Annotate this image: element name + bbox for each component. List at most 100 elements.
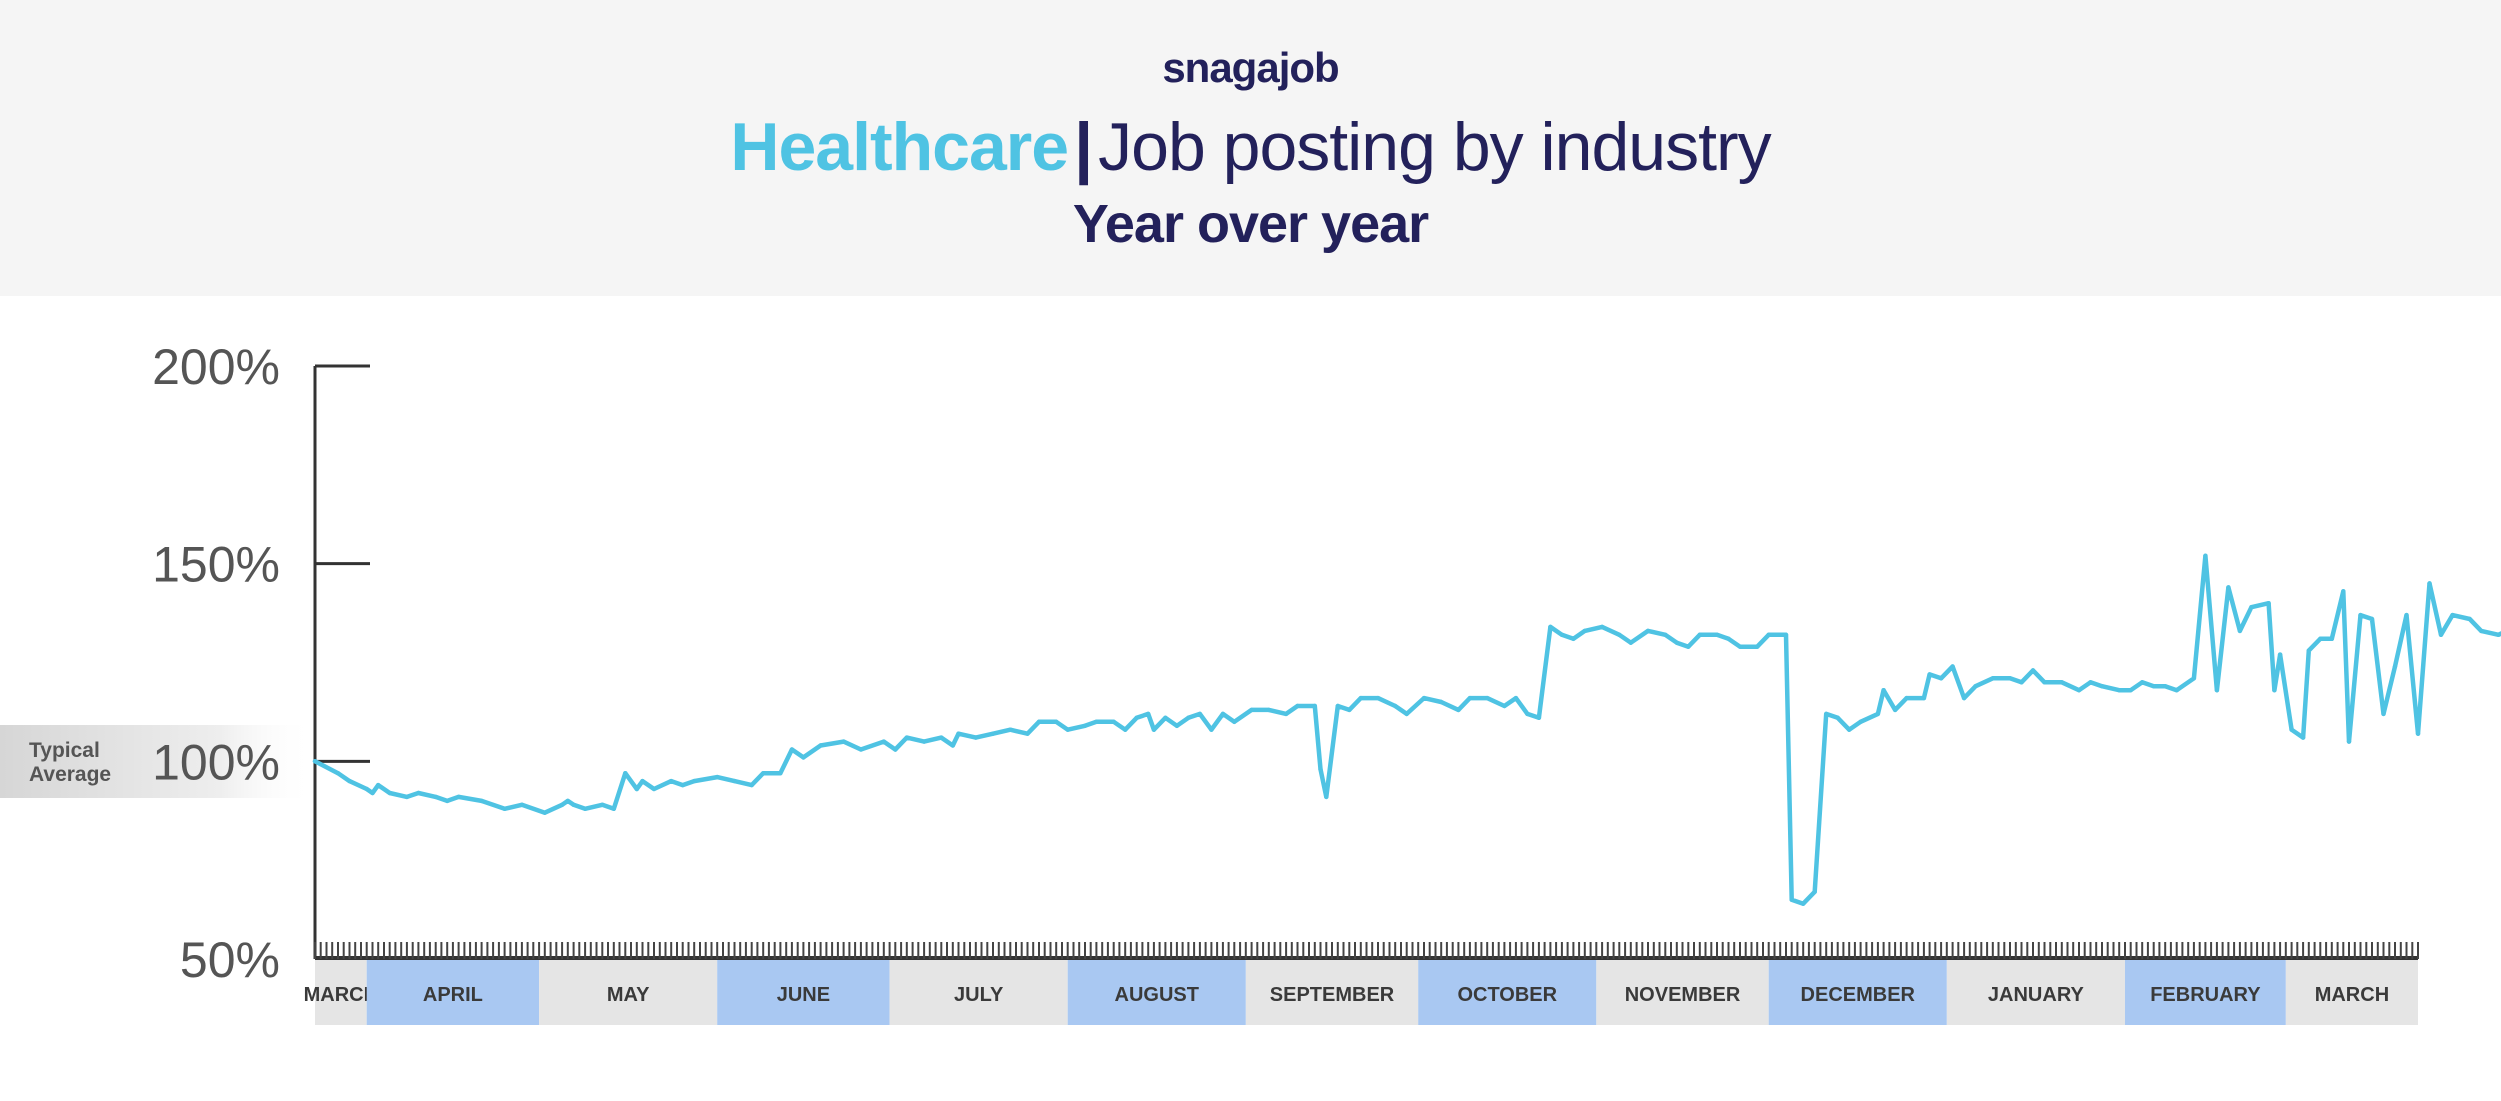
data-point-10 xyxy=(445,798,450,804)
data-point-111 xyxy=(1835,715,1840,720)
data-point-118 xyxy=(1921,695,1927,701)
month-band-3 xyxy=(717,959,890,1025)
typical-average-band xyxy=(0,725,315,798)
month-band-11 xyxy=(2124,959,2286,1025)
brand-logo: snagajob xyxy=(1162,44,1339,91)
data-point-5 xyxy=(376,782,381,788)
data-point-50 xyxy=(1036,719,1042,724)
title-text: Job posting by industry xyxy=(1098,109,1772,185)
data-point-143 xyxy=(2237,628,2243,634)
data-point-147 xyxy=(2277,652,2283,657)
data-point-6 xyxy=(387,790,392,796)
header: snagajob Healthcare|Job posting by indus… xyxy=(0,0,2501,296)
data-point-133 xyxy=(2117,688,2122,693)
data-point-105 xyxy=(1766,632,1771,637)
data-point-1 xyxy=(335,771,341,776)
data-point-80 xyxy=(1421,695,1427,701)
data-point-52 xyxy=(1065,727,1070,732)
series-line-0 xyxy=(312,553,2501,906)
data-point-149 xyxy=(2300,735,2306,740)
data-point-129 xyxy=(2059,680,2064,685)
data-point-68 xyxy=(1266,707,1272,713)
data-point-58 xyxy=(1146,711,1151,717)
data-point-131 xyxy=(2088,680,2093,685)
data-point-148 xyxy=(2289,727,2294,732)
data-point-112 xyxy=(1847,727,1852,732)
data-point-55 xyxy=(1111,719,1116,724)
data-point-75 xyxy=(1347,707,1352,713)
data-point-116 xyxy=(1892,707,1898,713)
data-point-34 xyxy=(789,747,795,752)
month-label-1: APRIL xyxy=(423,984,483,1006)
data-point-79 xyxy=(1404,711,1409,717)
data-point-70 xyxy=(1295,703,1300,709)
data-point-42 xyxy=(921,739,927,744)
data-point-146 xyxy=(2272,688,2277,693)
data-point-0 xyxy=(312,759,318,764)
y-tick-label-200: 200% xyxy=(152,339,280,395)
data-point-64 xyxy=(1209,727,1214,732)
data-point-12 xyxy=(479,798,484,804)
data-point-47 xyxy=(990,731,996,736)
data-point-25 xyxy=(651,786,657,792)
data-point-81 xyxy=(1439,699,1444,705)
data-point-28 xyxy=(692,778,697,784)
data-point-150 xyxy=(2306,648,2311,653)
month-band-4 xyxy=(889,959,1068,1025)
data-point-13 xyxy=(502,806,507,811)
data-point-49 xyxy=(1025,731,1030,736)
data-point-119 xyxy=(1927,672,1932,677)
data-point-82 xyxy=(1456,707,1461,713)
data-point-152 xyxy=(2329,636,2334,641)
data-point-46 xyxy=(973,735,978,740)
data-point-69 xyxy=(1283,711,1289,717)
data-point-33 xyxy=(778,771,783,776)
month-label-5: AUGUST xyxy=(1115,984,1199,1006)
data-point-114 xyxy=(1875,711,1881,717)
data-point-19 xyxy=(582,806,588,811)
data-point-57 xyxy=(1134,715,1139,720)
title-separator: | xyxy=(1074,109,1093,185)
data-point-155 xyxy=(2358,612,2363,618)
data-point-137 xyxy=(2163,684,2168,689)
data-point-156 xyxy=(2369,616,2375,622)
data-point-104 xyxy=(1755,644,1760,649)
data-point-7 xyxy=(404,794,410,800)
data-point-71 xyxy=(1312,703,1318,709)
data-point-162 xyxy=(2438,632,2444,637)
data-point-130 xyxy=(2076,688,2082,693)
y-tick-label-150: 150% xyxy=(152,537,280,593)
data-point-138 xyxy=(2174,688,2179,693)
data-point-30 xyxy=(732,778,737,784)
data-point-16 xyxy=(559,802,565,807)
data-point-87 xyxy=(1525,711,1530,717)
data-point-144 xyxy=(2249,605,2254,610)
data-point-108 xyxy=(1801,901,1806,906)
month-label-8: NOVEMBER xyxy=(1625,984,1741,1006)
data-point-22 xyxy=(623,771,628,776)
data-point-140 xyxy=(2203,553,2208,558)
data-point-41 xyxy=(904,735,909,740)
data-point-89 xyxy=(1548,624,1553,630)
chart-subtitle: Year over year xyxy=(1072,194,1429,254)
month-band-9 xyxy=(1768,959,1947,1025)
data-point-36 xyxy=(818,743,823,748)
month-band-2 xyxy=(539,959,718,1025)
data-point-90 xyxy=(1559,632,1565,637)
data-point-98 xyxy=(1674,640,1680,645)
data-point-2 xyxy=(347,778,352,784)
data-point-17 xyxy=(565,798,570,804)
series-layer xyxy=(312,553,2501,906)
data-point-120 xyxy=(1938,676,1944,681)
y-axis: 200% 150% 100% 50% xyxy=(152,339,370,988)
data-point-151 xyxy=(2318,636,2323,641)
data-point-24 xyxy=(640,778,645,784)
data-point-110 xyxy=(1824,711,1829,717)
data-point-20 xyxy=(600,802,605,807)
month-label-4: JULY xyxy=(954,984,1004,1006)
data-point-15 xyxy=(542,810,547,815)
data-point-62 xyxy=(1186,715,1191,720)
data-point-37 xyxy=(841,739,846,744)
month-band-5 xyxy=(1067,959,1246,1025)
data-point-136 xyxy=(2151,684,2156,689)
